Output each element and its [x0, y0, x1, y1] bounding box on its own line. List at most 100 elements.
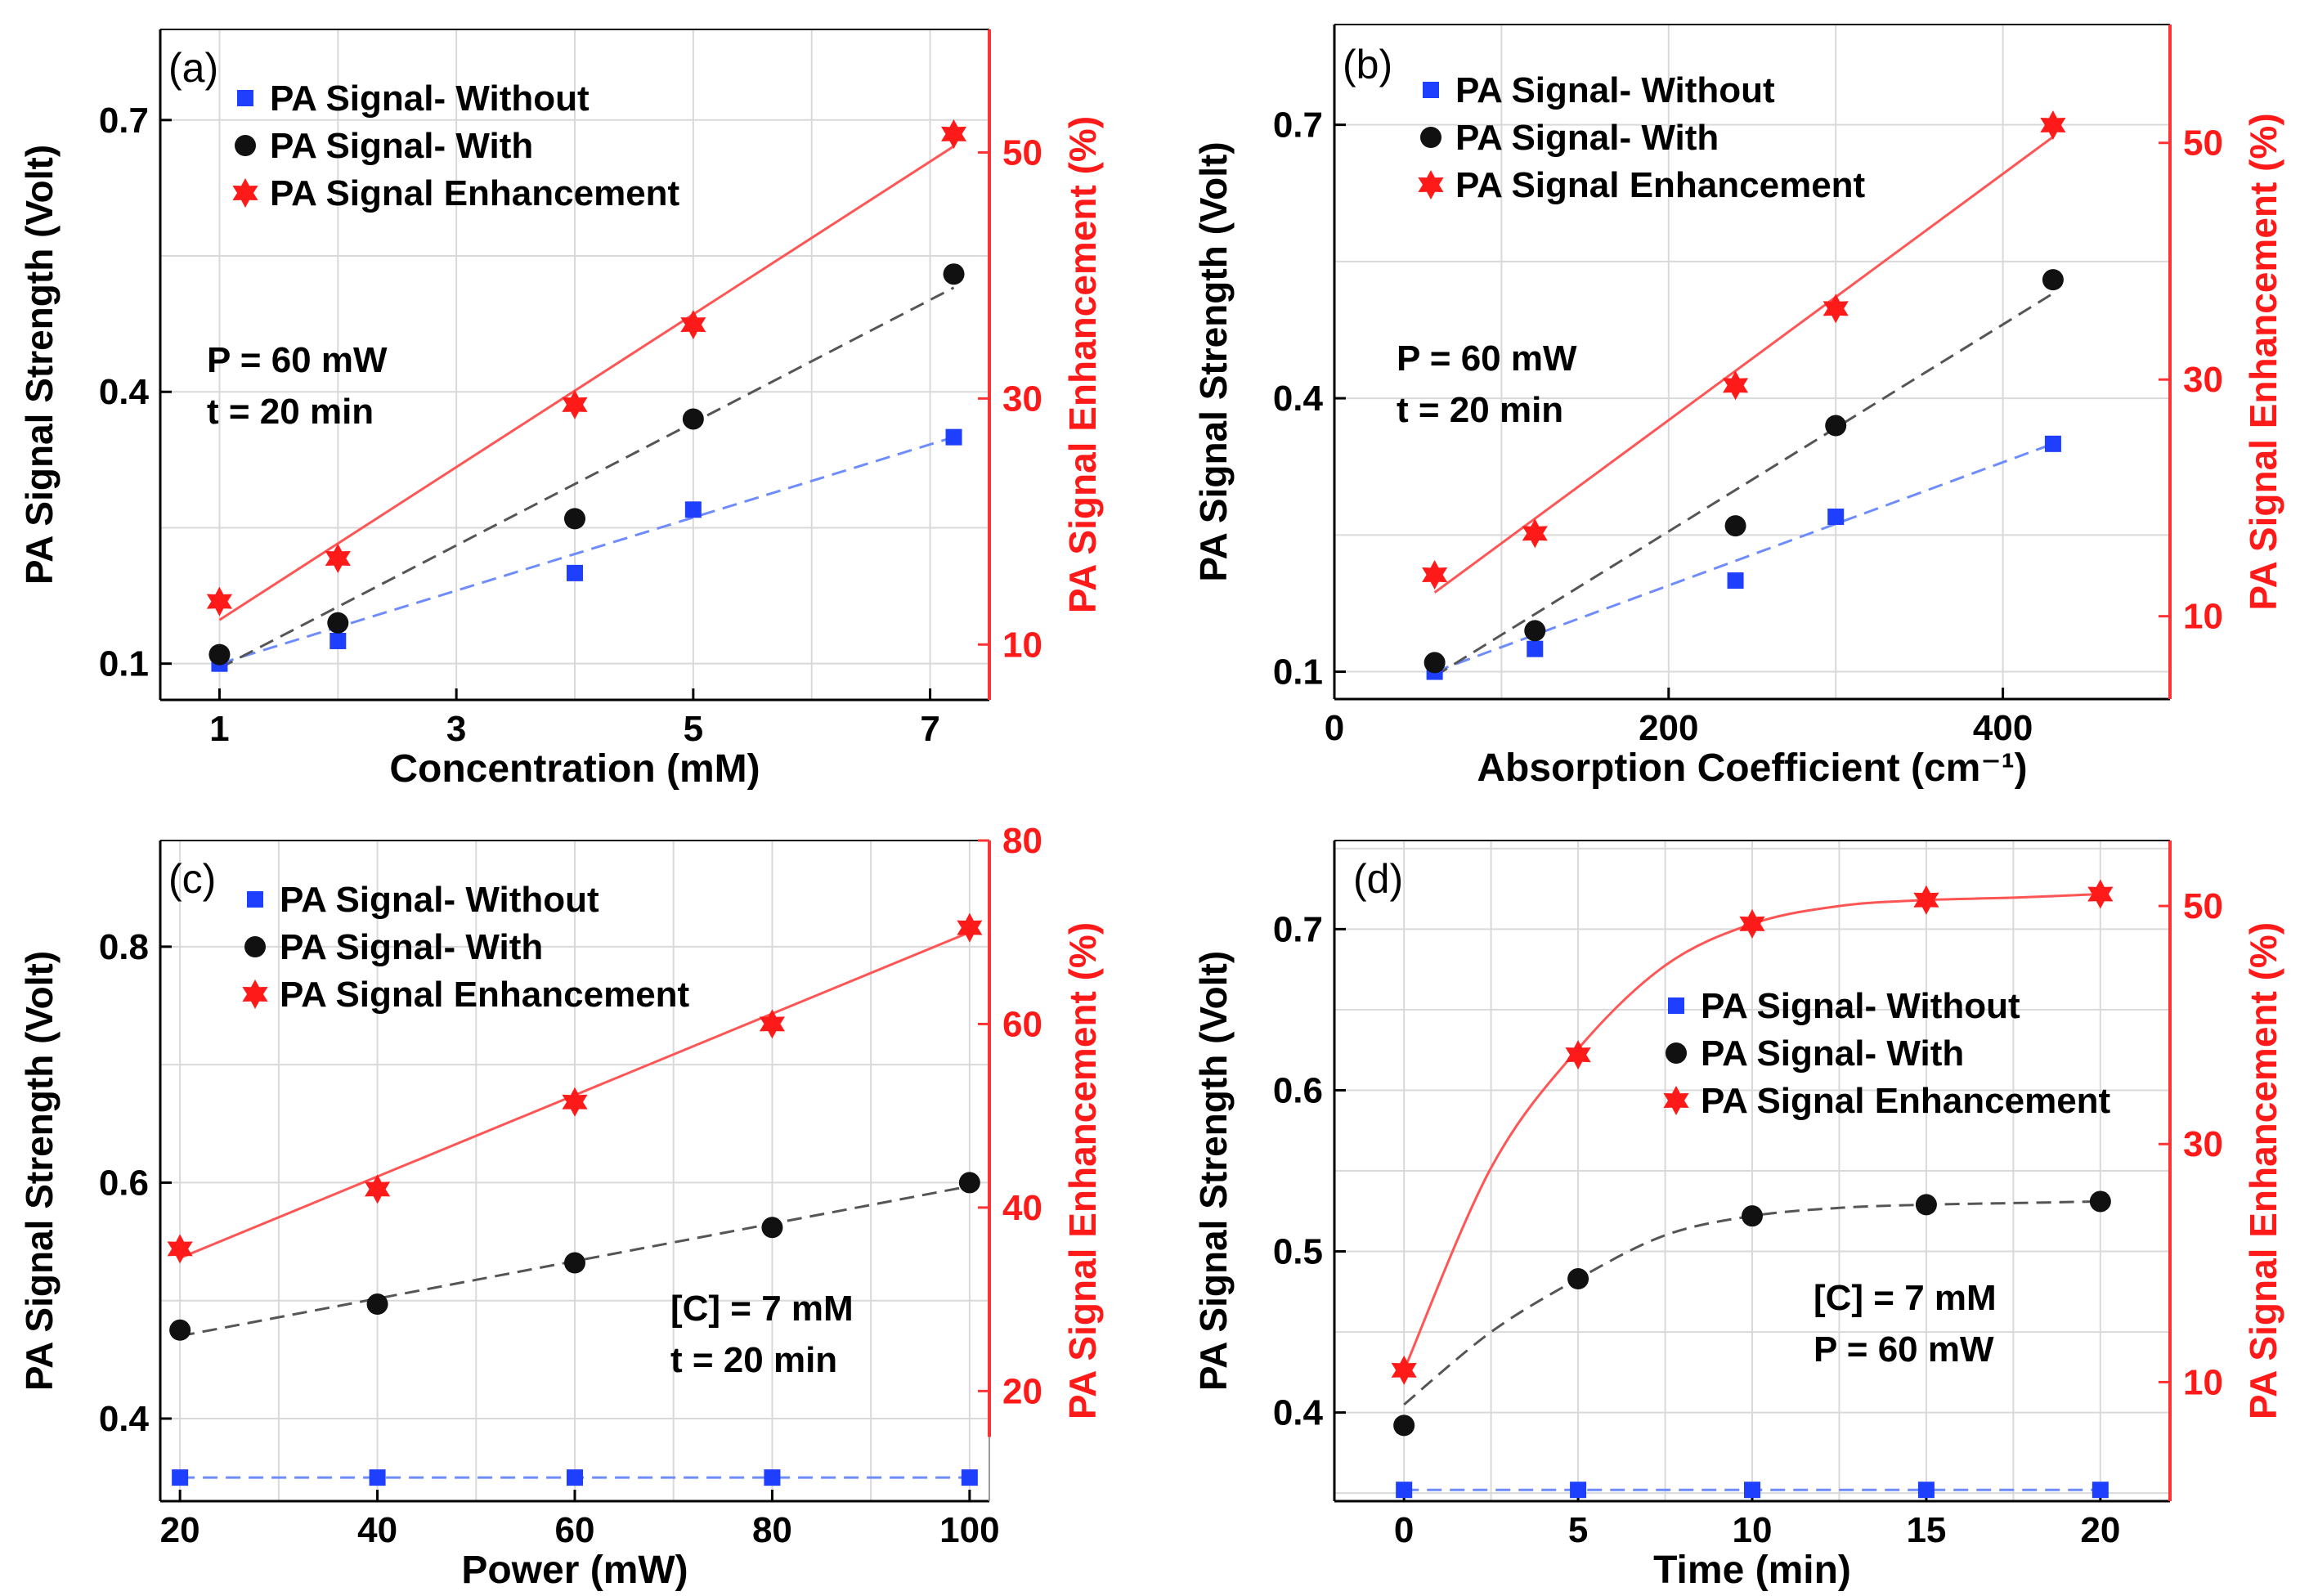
data-point-enhancement [680, 310, 706, 340]
x-tick-label: 5 [1568, 1510, 1588, 1550]
annotation-text: P = 60 mW [207, 340, 388, 380]
x-tick-label: 10 [1733, 1510, 1773, 1550]
y2-tick-label: 10 [1002, 625, 1042, 665]
data-point-without [1917, 1482, 1935, 1499]
data-point-with [1742, 1205, 1763, 1227]
y-axis-title: PA Signal Strength (Volt) [1192, 141, 1235, 581]
data-point-without [1396, 1482, 1413, 1499]
data-point-enhancement [1565, 1040, 1591, 1070]
y-tick-label: 0.4 [99, 372, 150, 412]
data-point-enhancement [365, 1174, 391, 1204]
data-point-without [1744, 1482, 1760, 1499]
data-point-without [1727, 572, 1744, 590]
legend: PA Signal- Without PA Signal- With PA Sign… [1418, 70, 1866, 205]
data-point-with [761, 1217, 783, 1239]
data-point-enhancement [957, 912, 983, 943]
y2-tick-label: 20 [1002, 1371, 1042, 1411]
y2-axis-title: PA Signal Enhancement (%) [2242, 113, 2284, 610]
data-point-without [2044, 435, 2061, 452]
data-point-enhancement [941, 119, 967, 149]
y-tick-label: 0.5 [1273, 1232, 1323, 1272]
chart-panel-c: 20 40 60 80 100 0.4 0.6 0.8 20 40 60 80 Power (mW) PA… [18, 821, 1104, 1592]
x-tick-label: 20 [160, 1510, 200, 1550]
data-point-with [1915, 1194, 1937, 1216]
data-point-enhancement [167, 1234, 193, 1264]
annotation-text: t = 20 min [207, 392, 374, 432]
data-point-with [1567, 1268, 1589, 1290]
legend-marker-without [1668, 998, 1684, 1014]
fit-line [1402, 893, 2101, 1371]
chart-panel-a: 1 3 5 7 0.1 0.4 0.7 10 30 50 Concentration (mM) PA … [18, 29, 1104, 791]
data-point-with [682, 408, 704, 430]
data-point-with [958, 1172, 980, 1194]
data-point-without [567, 564, 583, 581]
data-point-with [208, 643, 231, 666]
fit-line [218, 286, 955, 670]
legend-label: PA Signal- With [1455, 118, 1719, 158]
legend-marker-without [247, 891, 263, 908]
y-axis-title: PA Signal Strength (Volt) [18, 951, 61, 1391]
legend-label: PA Signal Enhancement [1701, 1081, 2111, 1121]
fit-line [1433, 136, 2054, 594]
data-point-enhancement [1913, 885, 1939, 915]
data-point-without [2092, 1482, 2109, 1499]
legend-marker-with [244, 936, 266, 957]
fit-line [218, 145, 955, 621]
y-tick-label: 0.4 [99, 1399, 150, 1439]
data-point-without [684, 501, 702, 518]
data-point-with [366, 1293, 388, 1316]
legend-label: PA Signal Enhancement [1455, 165, 1866, 205]
legend-marker-with [1420, 127, 1441, 148]
y2-tick-label: 10 [2183, 1362, 2223, 1402]
legend-marker-without [1423, 82, 1439, 98]
data-point-enhancement [325, 544, 351, 573]
y-tick-label: 0.1 [99, 644, 149, 684]
legend-marker-without [237, 90, 253, 106]
data-point-with [327, 612, 349, 634]
data-point-enhancement [1723, 370, 1749, 401]
data-point-enhancement [2040, 110, 2066, 140]
x-axis-title: Power (mW) [461, 1549, 688, 1592]
x-tick-label: 60 [555, 1510, 595, 1550]
legend: PA Signal- Without PA Signal- With PA Sign… [232, 78, 680, 213]
data-point-with [1825, 415, 1847, 437]
x-tick-label: 80 [752, 1510, 792, 1550]
legend-label: PA Signal- Without [270, 78, 590, 119]
y-tick-label: 0.8 [99, 927, 149, 967]
panel-label: (c) [168, 856, 216, 902]
y2-tick-label: 50 [2183, 123, 2223, 164]
y2-tick-label: 50 [2183, 886, 2223, 926]
data-point-enhancement [759, 1009, 785, 1039]
y-axis-title: PA Signal Strength (Volt) [18, 145, 61, 585]
y2-tick-label: 30 [1002, 379, 1042, 419]
y2-tick-label: 80 [1002, 821, 1042, 861]
y-tick-label: 0.1 [1273, 652, 1323, 693]
x-tick-label: 5 [684, 709, 703, 749]
grid [160, 841, 989, 1501]
legend-label: PA Signal- Without [1701, 986, 2020, 1026]
data-point-without [1827, 509, 1845, 526]
y-tick-label: 0.7 [1273, 105, 1323, 146]
data-point-without [945, 428, 962, 446]
x-tick-label: 15 [1906, 1510, 1946, 1550]
legend: PA Signal- Without PA Signal- With PA Sign… [1663, 986, 2111, 1121]
fit-line [1433, 292, 2054, 678]
x-tick-label: 400 [1973, 708, 2033, 748]
y-tick-label: 0.7 [99, 101, 149, 141]
annotation-text: t = 20 min [1397, 390, 1563, 430]
data-point-enhancement [1823, 294, 1849, 324]
data-point-with [169, 1319, 191, 1341]
legend-marker-enhancement [242, 980, 268, 1009]
x-axis-title: Concentration (mM) [389, 747, 760, 791]
data-point-enhancement [2087, 879, 2114, 909]
legend-label: PA Signal- With [1701, 1033, 1964, 1074]
x-tick-label: 7 [920, 709, 939, 749]
annotation-text: t = 20 min [670, 1340, 837, 1380]
data-point-without [567, 1469, 583, 1486]
data-point-with [1724, 515, 1746, 537]
data-point-without [172, 1469, 189, 1486]
legend-label: PA Signal- With [270, 126, 533, 166]
y-tick-label: 0.6 [1273, 1070, 1323, 1110]
data-point-without [1570, 1482, 1587, 1499]
x-axis-title: Time (min) [1653, 1549, 1851, 1592]
